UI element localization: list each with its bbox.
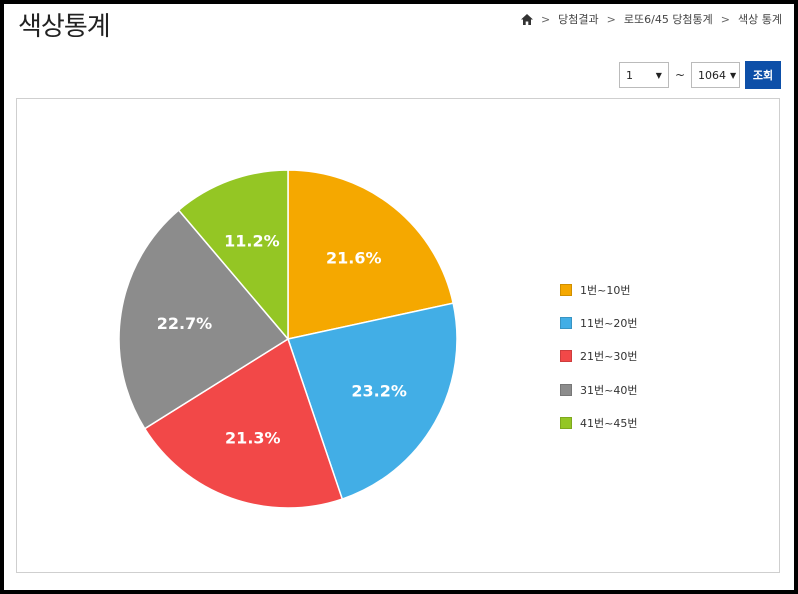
legend-label: 41번~45번 — [580, 417, 638, 431]
pie-slice-label-1: 21.6% — [326, 248, 382, 267]
chart-legend: 1번~10번 11번~20번 21번~30번 31번~40번 41번~45번 — [560, 273, 637, 440]
pie-chart: 21.6% 23.2% 21.3% 22.7% 11.2% — [118, 169, 458, 509]
home-icon[interactable] — [520, 13, 533, 25]
legend-swatch — [560, 317, 572, 330]
chevron-right-icon: > — [540, 12, 551, 26]
breadcrumb-item-results[interactable]: 당첨결과 — [558, 13, 599, 26]
pie-slice-label-5: 11.2% — [224, 232, 280, 251]
chevron-right-icon: > — [606, 12, 616, 26]
legend-item-1[interactable]: 1번~10번 — [560, 273, 637, 306]
range-start-select[interactable]: 1 ▼ — [618, 62, 669, 88]
pie-slice-3[interactable] — [143, 337, 344, 509]
range-controls: 1 ▼ ~ 1064 ▼ 조회 — [618, 61, 781, 89]
breadcrumb-item-color-stats: 색상 통계 — [738, 13, 782, 26]
page-title: 색상통계 — [18, 12, 111, 42]
range-separator: ~ — [674, 68, 685, 82]
pie-slice-label-3: 21.3% — [225, 429, 281, 448]
legend-item-5[interactable]: 41번~45번 — [560, 407, 637, 440]
legend-item-4[interactable]: 31번~40번 — [560, 373, 637, 406]
legend-swatch — [560, 283, 572, 296]
legend-label: 21번~30번 — [580, 350, 638, 364]
legend-label: 11번~20번 — [580, 317, 638, 331]
pie-slice-2[interactable] — [287, 302, 458, 501]
legend-item-3[interactable]: 21번~30번 — [560, 340, 637, 373]
query-button[interactable]: 조회 — [745, 61, 781, 89]
legend-swatch — [560, 350, 572, 363]
legend-item-2[interactable]: 11번~20번 — [560, 306, 637, 339]
breadcrumb-item-stats[interactable]: 로또6/45 당첨통계 — [623, 13, 713, 26]
range-start-value: 1 — [625, 68, 633, 82]
chevron-right-icon: > — [720, 12, 731, 26]
legend-label: 1번~10번 — [580, 283, 631, 297]
pie-slice-label-2: 23.2% — [351, 382, 407, 401]
legend-label: 31번~40번 — [580, 383, 638, 397]
caret-down-icon: ▼ — [730, 70, 737, 80]
range-end-value: 1064 — [698, 68, 726, 82]
breadcrumb: > 당첨결과 > 로또6/45 당첨통계 > 색상 통계 — [520, 11, 782, 27]
pie-slice-label-4: 22.7% — [157, 314, 213, 333]
caret-down-icon: ▼ — [655, 70, 662, 80]
pie-slice-5[interactable] — [177, 169, 289, 342]
chart-container: 21.6% 23.2% 21.3% 22.7% 11.2% 1번~10번 11번~20번 2… — [16, 98, 780, 573]
page-frame: 색상통계 > 당첨결과 > 로또6/45 당첨통계 > 색상 통계 1 ▼ ~ … — [4, 4, 794, 590]
legend-swatch — [560, 383, 572, 396]
pie-slice-1[interactable] — [287, 169, 455, 340]
legend-swatch — [560, 417, 572, 430]
pie-slice-4[interactable] — [118, 209, 290, 430]
range-end-select[interactable]: 1064 ▼ — [691, 62, 740, 88]
